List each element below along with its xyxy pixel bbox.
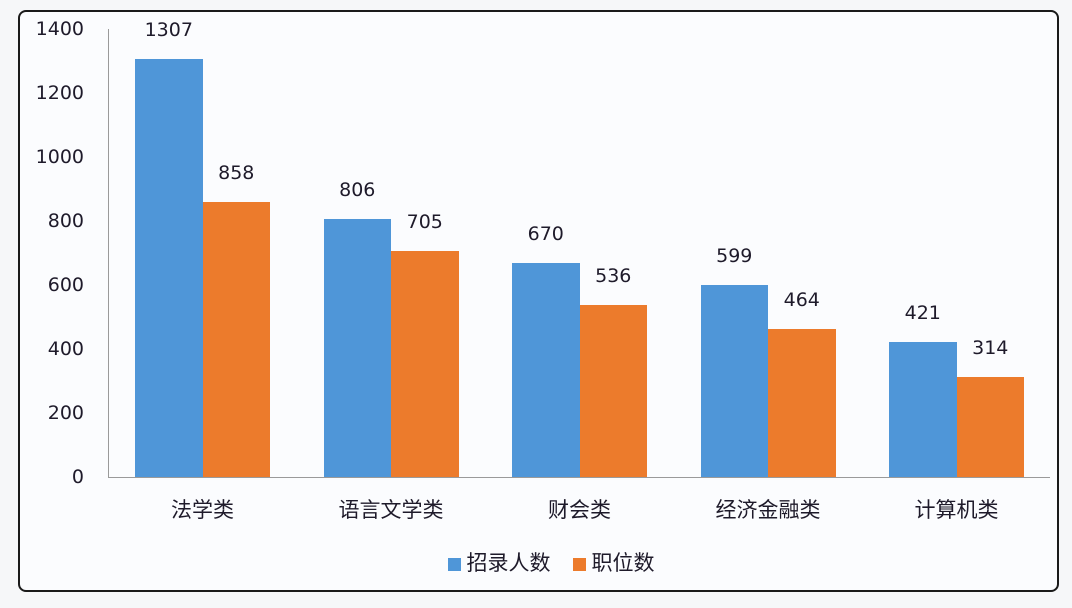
bar-recruits	[700, 285, 768, 477]
bar-recruits	[889, 342, 957, 477]
x-category-label: 财会类	[548, 498, 611, 522]
y-tick-label: 800	[47, 210, 84, 232]
legend-item-positions: 职位数	[572, 547, 655, 577]
value-label: 806	[339, 179, 376, 202]
y-tick-label: 0	[71, 466, 84, 488]
y-tick-label: 1000	[35, 146, 84, 168]
legend-label: 职位数	[591, 551, 655, 575]
value-label: 670	[527, 222, 564, 245]
legend-swatch-blue	[447, 558, 461, 571]
value-label: 464	[783, 288, 820, 311]
legend-item-recruits: 招录人数	[447, 547, 551, 577]
y-tick-label: 400	[47, 338, 84, 360]
bar-positions	[579, 305, 647, 477]
bar-recruits	[512, 262, 580, 477]
y-tick-label: 1400	[35, 18, 84, 40]
bar-positions	[391, 251, 459, 477]
value-label: 421	[904, 302, 941, 325]
value-label: 858	[218, 162, 255, 185]
value-label: 705	[406, 211, 443, 234]
bar-positions	[202, 202, 270, 477]
legend: 招录人数 职位数	[0, 547, 1072, 577]
x-category-label: 法学类	[171, 498, 234, 522]
bar-recruits	[323, 219, 391, 477]
bar-recruits	[135, 58, 203, 477]
x-axis-line	[108, 477, 1050, 478]
bar-positions	[956, 376, 1024, 477]
y-axis-line	[108, 29, 109, 477]
x-category-label: 经济金融类	[715, 498, 821, 522]
bar-positions	[768, 328, 836, 477]
value-label: 599	[716, 245, 753, 268]
value-label: 536	[595, 265, 632, 288]
legend-label: 招录人数	[466, 551, 551, 575]
y-tick-label: 600	[47, 274, 84, 296]
y-tick-label: 200	[47, 402, 84, 424]
value-label: 1307	[144, 18, 193, 41]
x-category-label: 语言文学类	[338, 498, 444, 522]
value-label: 314	[972, 336, 1009, 359]
y-tick-label: 1200	[35, 82, 84, 104]
legend-swatch-orange	[572, 558, 586, 571]
x-category-label: 计算机类	[914, 498, 999, 522]
